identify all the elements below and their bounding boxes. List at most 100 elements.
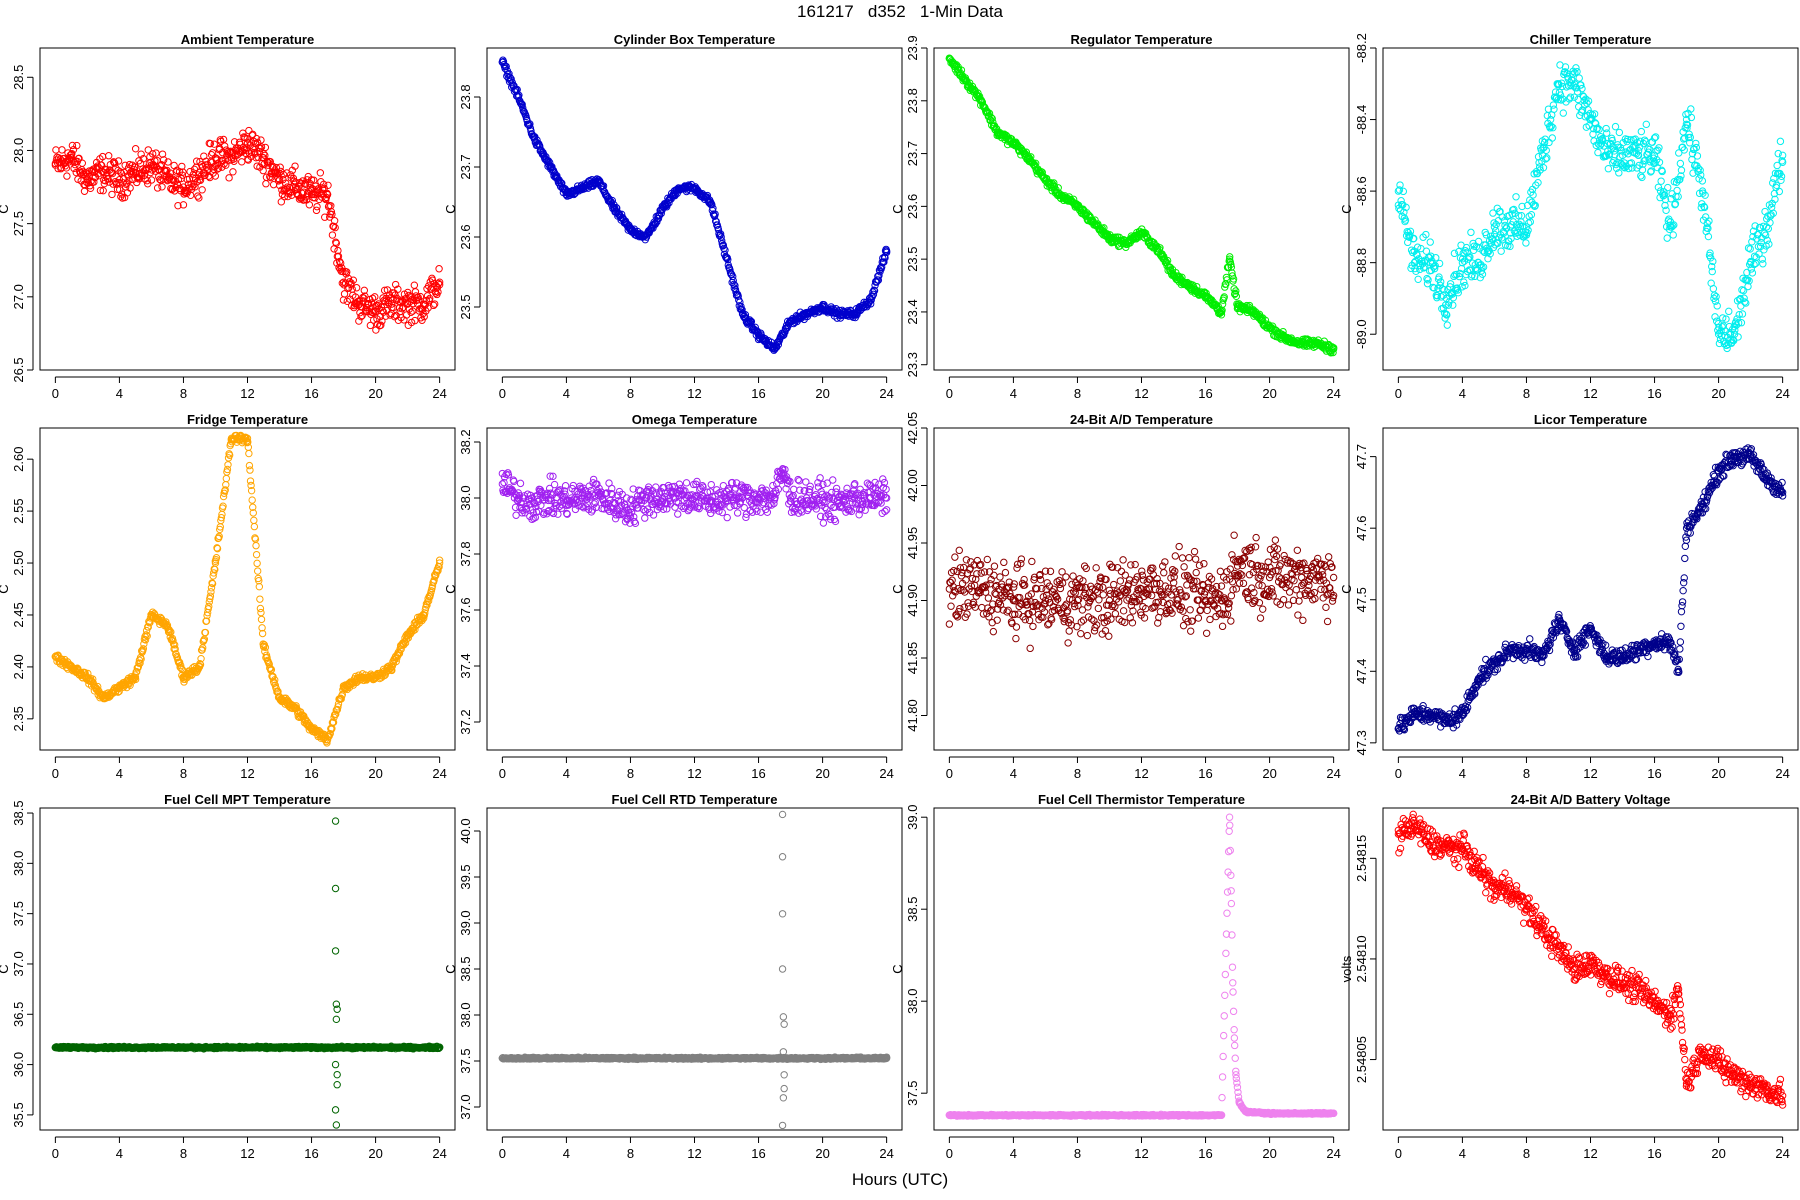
- data-point: [214, 164, 223, 172]
- x-tick-label: 12: [687, 386, 701, 401]
- chart-title: Ambient Temperature: [181, 32, 314, 47]
- data-point: [704, 494, 712, 502]
- data-point: [952, 611, 961, 620]
- data-point: [530, 514, 538, 523]
- data-point: [1053, 595, 1062, 603]
- data-point: [1479, 263, 1488, 271]
- data-point: [693, 477, 701, 486]
- data-point: [526, 120, 534, 128]
- data-point: [219, 492, 228, 501]
- data-point: [252, 550, 261, 559]
- data-point: [1673, 186, 1681, 195]
- data-point: [504, 471, 513, 479]
- data-point: [1512, 193, 1520, 201]
- data-point: [1124, 580, 1133, 588]
- data-point: [1121, 571, 1129, 579]
- data-point: [206, 592, 215, 600]
- data-point: [319, 180, 328, 189]
- data-point: [1063, 607, 1072, 615]
- data-point: [1655, 144, 1663, 152]
- data-point: [1006, 589, 1014, 598]
- chart-title: Regulator Temperature: [1070, 32, 1212, 47]
- data-point: [634, 504, 642, 512]
- data-point: [1771, 195, 1779, 204]
- data-point: [1688, 155, 1696, 164]
- data-point: [1725, 307, 1733, 316]
- y-axis-label: C: [890, 204, 905, 213]
- data-point: [1648, 138, 1657, 146]
- data-point: [142, 631, 150, 639]
- data-point: [1111, 609, 1120, 618]
- data-point: [999, 606, 1007, 614]
- data-point: [882, 248, 891, 257]
- data-point: [1547, 122, 1555, 131]
- data-point: [349, 276, 358, 284]
- data-point: [1578, 84, 1586, 93]
- data-point: [1455, 272, 1464, 281]
- x-tick-label: 20: [815, 766, 829, 781]
- x-tick-label: 0: [52, 386, 59, 401]
- data-point: [686, 503, 695, 511]
- data-point: [577, 485, 586, 494]
- data-point: [1664, 183, 1672, 192]
- data-point: [1119, 607, 1128, 615]
- data-point: [1476, 261, 1484, 270]
- data-point: [400, 641, 408, 649]
- data-point: [1739, 286, 1748, 295]
- data-point: [1751, 222, 1759, 230]
- data-point: [1138, 571, 1147, 580]
- data-point: [411, 316, 419, 325]
- data-point: [1671, 200, 1680, 208]
- data-point: [722, 254, 731, 263]
- data-point: [1709, 285, 1718, 293]
- data-point: [1770, 174, 1778, 183]
- data-point: [1029, 602, 1038, 611]
- data-point: [963, 610, 971, 618]
- data-point: [327, 208, 336, 216]
- data-point: [1329, 344, 1338, 352]
- data-point: [989, 600, 997, 608]
- data-point: [1590, 110, 1599, 118]
- data-point: [1534, 178, 1542, 187]
- data-point: [563, 510, 571, 518]
- data-point: [545, 484, 554, 493]
- data-point: [1546, 124, 1554, 132]
- data-point: [958, 568, 966, 577]
- data-point: [531, 513, 540, 522]
- data-point: [1602, 124, 1610, 133]
- data-point: [1327, 346, 1336, 354]
- data-point: [258, 624, 266, 632]
- data-point: [1667, 195, 1675, 203]
- data-point: [395, 304, 404, 312]
- data-point: [1217, 311, 1226, 319]
- data-point: [300, 188, 308, 196]
- data-point: [1498, 213, 1506, 221]
- data-point: [1659, 192, 1668, 200]
- data-point: [68, 141, 77, 150]
- data-point: [1661, 195, 1670, 204]
- data-point: [1141, 229, 1150, 237]
- x-tick-label: 16: [304, 386, 318, 401]
- data-point: [223, 465, 232, 474]
- data-point: [960, 603, 968, 611]
- data-point: [416, 292, 425, 301]
- data-point: [257, 136, 265, 144]
- data-point: [774, 485, 783, 493]
- data-point: [881, 493, 890, 502]
- data-point: [170, 641, 179, 649]
- data-point: [169, 640, 178, 648]
- data-point: [1711, 313, 1719, 321]
- data-point: [1540, 138, 1549, 147]
- data-point: [645, 508, 654, 517]
- data-point: [977, 569, 985, 577]
- x-tick-label: 20: [368, 766, 382, 781]
- data-point: [1160, 569, 1168, 577]
- data-point: [141, 636, 150, 644]
- data-point: [753, 507, 761, 515]
- y-tick-label: -88.2: [1354, 33, 1369, 63]
- data-point: [1133, 573, 1142, 581]
- data-point: [1000, 558, 1008, 567]
- data-point: [177, 664, 185, 673]
- y-tick-label: 23.5: [458, 294, 473, 319]
- data-point: [211, 172, 220, 180]
